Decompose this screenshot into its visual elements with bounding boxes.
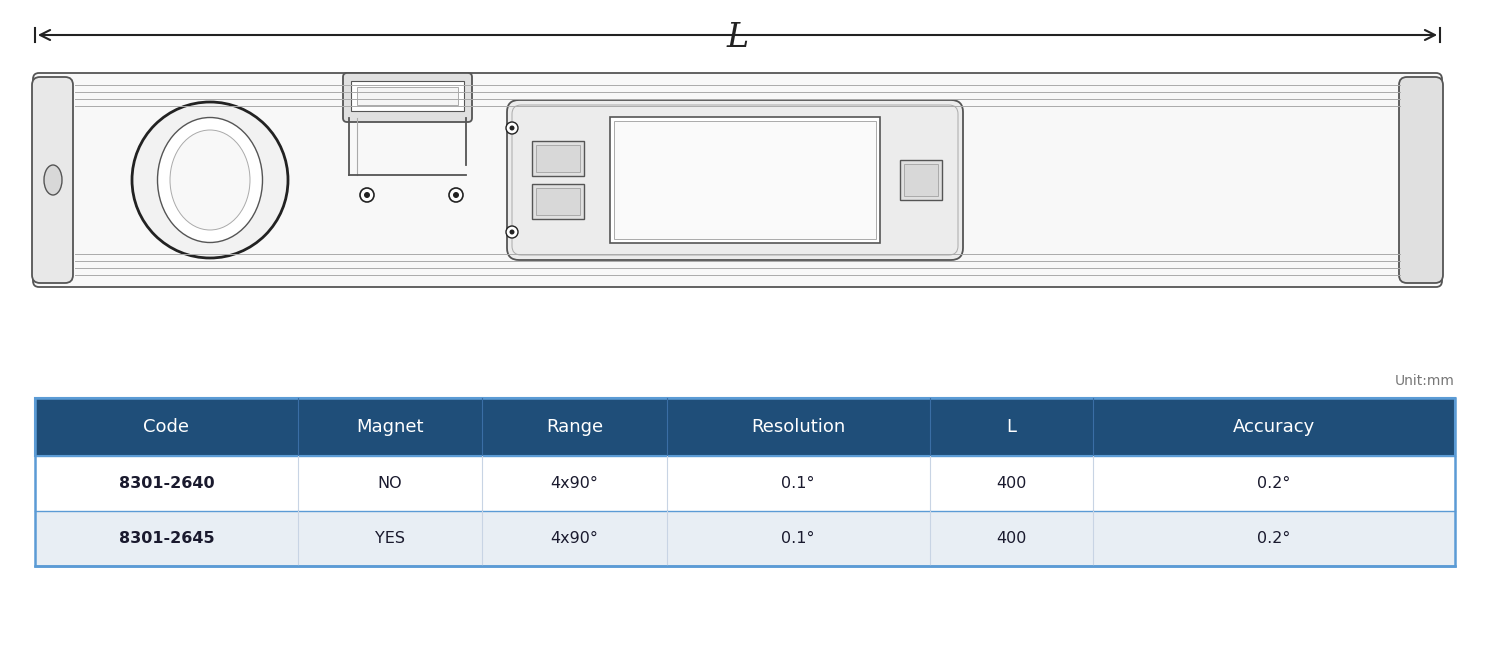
Bar <box>34 398 298 456</box>
Text: NO: NO <box>377 476 403 491</box>
Text: Code: Code <box>144 418 189 436</box>
Bar <box>903 164 938 196</box>
Text: Range: Range <box>547 418 604 436</box>
Circle shape <box>509 230 514 234</box>
FancyBboxPatch shape <box>31 77 73 283</box>
Circle shape <box>509 125 514 130</box>
Text: 400: 400 <box>996 476 1026 491</box>
Text: 8301-2645: 8301-2645 <box>118 531 214 546</box>
Text: 0.2°: 0.2° <box>1257 531 1291 546</box>
Ellipse shape <box>43 165 61 195</box>
Text: 8301-2640: 8301-2640 <box>118 476 214 491</box>
Text: Magnet: Magnet <box>357 418 424 436</box>
Bar <box>34 398 1455 456</box>
Circle shape <box>452 192 458 198</box>
Bar <box>1094 398 1455 456</box>
Bar <box>532 184 584 219</box>
Ellipse shape <box>157 117 262 243</box>
FancyBboxPatch shape <box>506 100 963 260</box>
Circle shape <box>506 226 518 238</box>
Circle shape <box>506 122 518 134</box>
FancyBboxPatch shape <box>343 73 472 122</box>
Bar <box>34 456 1455 511</box>
Bar <box>532 141 584 176</box>
Text: L: L <box>1007 418 1016 436</box>
Bar <box>610 117 879 243</box>
Bar <box>351 81 464 111</box>
Text: Resolution: Resolution <box>750 418 845 436</box>
Text: 0.1°: 0.1° <box>782 476 815 491</box>
Bar <box>34 398 1455 566</box>
Text: Accuracy: Accuracy <box>1233 418 1315 436</box>
Text: 0.2°: 0.2° <box>1257 476 1291 491</box>
Text: 4x90°: 4x90° <box>551 476 599 491</box>
Circle shape <box>449 188 463 202</box>
Ellipse shape <box>169 130 250 230</box>
Text: 0.1°: 0.1° <box>782 531 815 546</box>
Bar <box>614 121 876 239</box>
Circle shape <box>360 188 374 202</box>
Bar <box>536 188 580 215</box>
Bar <box>536 145 580 172</box>
FancyBboxPatch shape <box>33 73 1443 287</box>
FancyBboxPatch shape <box>1399 77 1443 283</box>
Text: Unit:mm: Unit:mm <box>1395 374 1455 388</box>
Bar <box>930 398 1094 456</box>
Text: 4x90°: 4x90° <box>551 531 599 546</box>
Text: 400: 400 <box>996 531 1026 546</box>
Bar <box>298 398 482 456</box>
Text: L: L <box>727 22 749 54</box>
Text: YES: YES <box>374 531 404 546</box>
Circle shape <box>364 192 370 198</box>
Bar <box>900 160 942 200</box>
Bar <box>482 398 667 456</box>
Circle shape <box>132 102 288 258</box>
Bar <box>357 87 458 105</box>
Bar <box>667 398 930 456</box>
Bar <box>34 511 1455 566</box>
